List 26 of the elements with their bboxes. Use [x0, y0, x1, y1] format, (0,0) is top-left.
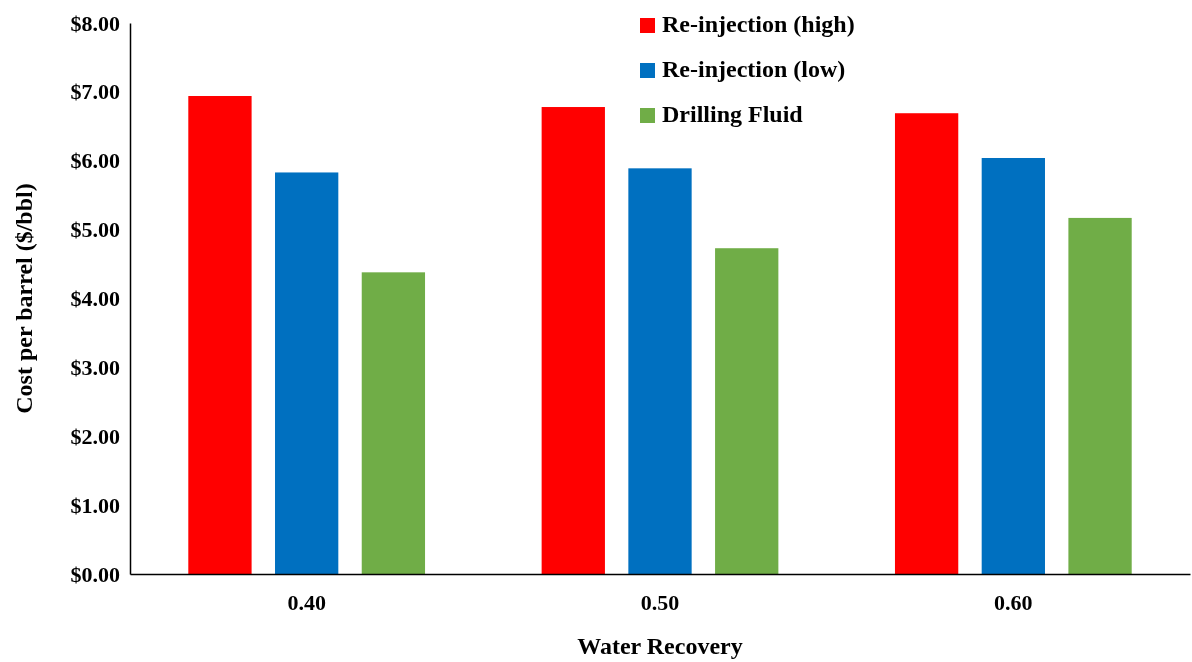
bar	[275, 172, 339, 574]
y-tick-label: $1.00	[70, 492, 120, 518]
y-tick-label: $2.00	[70, 423, 120, 449]
bar	[894, 113, 959, 574]
x-axis-title: Water Recovery	[577, 633, 743, 659]
y-tick-label: $8.00	[70, 10, 120, 36]
y-tick-label: $6.00	[70, 148, 120, 174]
bar	[981, 158, 1045, 574]
y-tick-label: $3.00	[70, 354, 120, 380]
y-axis-title: Cost per barrel ($/bbl)	[11, 183, 37, 414]
y-tick-label: $0.00	[70, 561, 120, 587]
y-tick-label: $5.00	[70, 217, 120, 243]
bar	[188, 96, 252, 574]
x-tick-label: 0.60	[994, 589, 1033, 615]
bar	[715, 248, 779, 574]
legend-label: Re-injection (high)	[662, 11, 855, 37]
bar	[1068, 217, 1132, 574]
bar	[361, 272, 426, 574]
legend-label: Re-injection (low)	[662, 56, 846, 82]
y-tick-label: $7.00	[70, 79, 120, 105]
x-tick-label: 0.40	[287, 589, 326, 615]
y-tick-label: $4.00	[70, 286, 120, 312]
legend-label: Drilling Fluid	[662, 101, 804, 127]
x-tick-label: 0.50	[640, 589, 680, 615]
bar	[628, 168, 692, 574]
bar	[541, 107, 605, 574]
